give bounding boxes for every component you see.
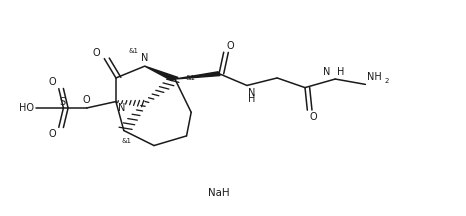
Text: H: H bbox=[248, 94, 256, 104]
Text: O: O bbox=[49, 77, 56, 87]
Text: H: H bbox=[336, 67, 344, 77]
Text: O: O bbox=[226, 41, 233, 51]
Text: N: N bbox=[248, 88, 256, 98]
Text: HO: HO bbox=[19, 103, 34, 113]
Polygon shape bbox=[145, 66, 178, 81]
Text: O: O bbox=[49, 129, 56, 139]
Text: &1: &1 bbox=[128, 48, 138, 54]
Text: &1: &1 bbox=[121, 138, 131, 144]
Text: &1: &1 bbox=[185, 75, 195, 81]
Polygon shape bbox=[175, 72, 220, 79]
Text: 2: 2 bbox=[385, 78, 389, 84]
Text: O: O bbox=[310, 112, 317, 122]
Text: O: O bbox=[93, 48, 101, 58]
Text: NH: NH bbox=[367, 72, 382, 82]
Text: N: N bbox=[118, 103, 126, 113]
Text: N: N bbox=[323, 67, 330, 77]
Text: NaH: NaH bbox=[208, 188, 230, 198]
Text: S: S bbox=[60, 97, 66, 107]
Text: N: N bbox=[141, 53, 148, 63]
Text: O: O bbox=[83, 95, 90, 105]
